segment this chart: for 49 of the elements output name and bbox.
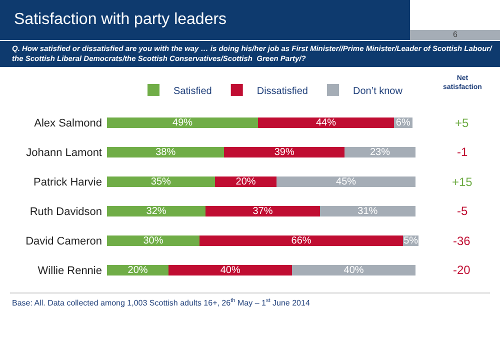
legend-label: Dissatisfied — [256, 86, 308, 97]
legend-label: Satisfied — [174, 86, 212, 97]
data-label: 5% — [404, 235, 418, 246]
data-label: 44% — [316, 117, 336, 128]
text: -20 — [453, 263, 471, 277]
chart-title: Satisfaction with party leaders — [14, 11, 227, 28]
bar — [206, 206, 320, 217]
y-tick-label: Alex Salmond — [34, 118, 102, 130]
data-label: 40% — [220, 264, 240, 276]
text: Base: All. Data collected among 1,003 Scottish adults 16+, 26$^{th}$ May – 1$^{st}$ June 2014 — [12, 297, 310, 308]
bar — [107, 235, 200, 246]
bar — [320, 206, 416, 217]
data-label: 40% — [344, 264, 364, 276]
bar — [107, 146, 224, 158]
text: +15 — [452, 175, 473, 189]
data-label: 49% — [172, 117, 193, 128]
data-label: 20% — [128, 264, 148, 276]
text: -1 — [457, 145, 468, 159]
data-label: 30% — [143, 235, 164, 246]
text: -36 — [453, 234, 471, 248]
y-tick-label: Ruth Davidson — [30, 206, 102, 218]
bar — [258, 117, 394, 128]
data-label: 39% — [274, 146, 294, 158]
bar — [200, 235, 404, 246]
bar — [292, 264, 416, 276]
bar — [107, 117, 258, 128]
text: -5 — [457, 204, 468, 218]
data-label: 37% — [252, 206, 273, 217]
y-tick-label: David Cameron — [26, 236, 102, 248]
text: +5 — [455, 116, 470, 130]
data-label: 66% — [291, 235, 312, 246]
data-label: 23% — [370, 146, 390, 158]
legend-label: Don’t know — [353, 86, 404, 97]
text: 6 — [453, 30, 458, 39]
bar — [107, 206, 206, 217]
data-label: 32% — [146, 206, 166, 217]
data-label: 31% — [358, 206, 378, 217]
y-tick-label: Patrick Harvie — [34, 176, 102, 189]
y-tick-label: Willie Rennie — [38, 265, 102, 278]
data-label: 45% — [336, 176, 356, 188]
data-label: 20% — [236, 176, 256, 188]
data-label: 38% — [156, 146, 176, 158]
data-label: 35% — [150, 176, 172, 188]
bar — [168, 264, 292, 276]
bar — [276, 176, 416, 188]
data-label: 6% — [396, 117, 410, 128]
bar — [107, 176, 215, 188]
bar — [224, 146, 345, 158]
y-tick-label: Johann Lamont — [26, 147, 102, 160]
